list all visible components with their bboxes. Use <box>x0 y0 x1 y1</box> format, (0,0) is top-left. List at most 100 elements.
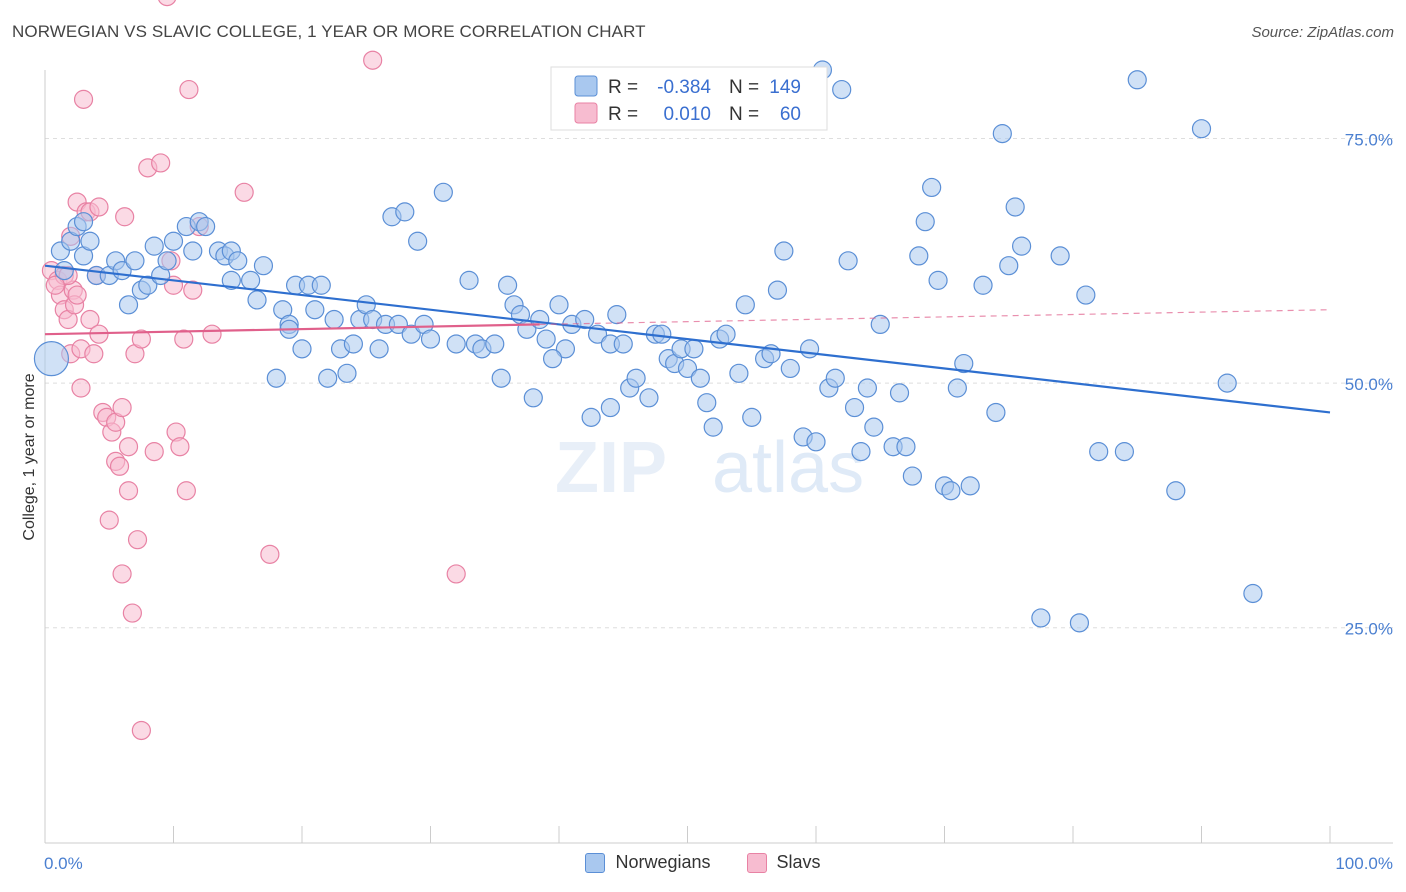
slav-point <box>89 197 109 217</box>
norwegian-point <box>420 329 441 349</box>
norwegian-point <box>536 329 556 349</box>
legend-item-norwegians: Norwegians <box>585 852 711 873</box>
norwegian-point <box>542 349 563 369</box>
slav-point <box>446 564 466 584</box>
norwegians-swatch <box>585 852 606 873</box>
slav-point <box>112 564 132 584</box>
slavs-points <box>41 0 466 741</box>
norwegian-point <box>491 368 511 388</box>
y-axis-label: College, 1 year or more <box>21 373 38 540</box>
slav-point <box>260 544 280 564</box>
norwegian-point <box>729 363 749 383</box>
norwegian-point <box>1050 246 1070 266</box>
slavs-trend-line <box>44 323 540 336</box>
y-tick-label-75: 75.0% <box>1345 130 1393 149</box>
norwegian-point <box>221 270 241 290</box>
slav-point <box>80 309 100 330</box>
legend-r-value-1: -0.384 <box>657 77 711 98</box>
norwegian-point <box>735 295 755 315</box>
norwegian-point <box>523 388 543 408</box>
norwegian-point <box>851 442 871 462</box>
norwegian-point <box>183 241 203 261</box>
norwegian-point <box>1243 583 1263 604</box>
slavs-swatch <box>746 852 767 873</box>
norwegian-point <box>954 353 974 374</box>
tick-labels: 25.0%50.0%75.0%100.0%0.0%100.0% <box>44 130 1393 873</box>
norwegian-point <box>305 300 325 320</box>
norwegian-point <box>825 368 845 388</box>
slav-point <box>179 79 199 100</box>
norwegian-point <box>318 368 338 388</box>
norwegian-point <box>941 481 961 501</box>
slav-point <box>67 285 87 305</box>
norwegian-point <box>292 339 312 359</box>
slav-point <box>176 481 196 501</box>
slavs-trend-line-extension <box>539 309 1331 326</box>
norwegian-point <box>677 358 698 379</box>
norwegian-point <box>928 270 948 290</box>
slav-point <box>144 442 164 462</box>
norwegian-point <box>844 397 865 418</box>
legend-label-norwegians: Norwegians <box>615 852 711 872</box>
slav-point <box>174 329 194 349</box>
norwegian-point <box>324 309 344 330</box>
slav-point <box>363 50 383 70</box>
norwegian-point <box>992 124 1012 144</box>
legend-n-value-2: 60 <box>780 104 801 125</box>
norwegian-point <box>806 432 826 452</box>
norwegian-point <box>915 212 935 232</box>
norwegian-point <box>388 314 408 335</box>
norwegian-point <box>73 212 94 232</box>
slav-point <box>122 603 142 623</box>
slav-point <box>109 456 130 476</box>
norwegian-point <box>973 275 993 295</box>
norwegian-point <box>1217 373 1237 393</box>
slav-point <box>45 275 65 295</box>
legend-swatch-pink <box>574 102 598 124</box>
norwegian-point <box>80 231 100 251</box>
norwegian-point <box>241 270 261 290</box>
norwegian-point <box>999 256 1019 276</box>
norwegian-point <box>626 368 646 388</box>
norwegian-point <box>947 378 967 398</box>
norwegian-point <box>1114 442 1135 462</box>
norwegian-point <box>144 236 164 256</box>
norwegian-point <box>555 339 576 359</box>
norwegian-point <box>337 363 357 383</box>
norwegian-point <box>1191 119 1212 139</box>
slav-point <box>73 89 94 109</box>
svg-text:ZIP: ZIP <box>555 428 667 508</box>
norwegian-point <box>870 314 890 335</box>
norwegian-point <box>369 339 389 359</box>
norwegian-point <box>401 324 421 344</box>
x-tick-label-min: 0.0% <box>44 854 83 873</box>
norwegian-point <box>896 437 916 457</box>
legend-r-label-1: R = <box>608 77 638 98</box>
slav-point <box>115 207 135 227</box>
norwegian-point <box>343 334 363 354</box>
norwegian-point <box>581 407 601 427</box>
y-tick-label-50: 50.0% <box>1345 375 1393 394</box>
norwegian-point <box>909 246 929 266</box>
norwegian-point <box>607 305 627 325</box>
slav-point <box>151 153 171 173</box>
slav-point <box>183 280 203 300</box>
norwegian-point <box>774 241 794 261</box>
norwegian-point <box>1076 285 1096 305</box>
slav-point <box>202 324 222 344</box>
norwegian-point <box>408 231 428 251</box>
norwegian-point <box>780 358 800 379</box>
trend-lines <box>44 264 1331 414</box>
slav-point <box>170 437 190 457</box>
slav-point <box>158 0 177 7</box>
norwegian-point <box>549 295 569 315</box>
slav-point <box>131 720 151 741</box>
norwegian-point <box>433 182 453 202</box>
norwegian-point <box>716 324 736 344</box>
slav-point <box>84 344 104 364</box>
slav-point <box>99 510 119 530</box>
slav-point <box>127 530 148 550</box>
norwegian-point <box>697 393 717 413</box>
norwegian-point <box>889 383 910 403</box>
